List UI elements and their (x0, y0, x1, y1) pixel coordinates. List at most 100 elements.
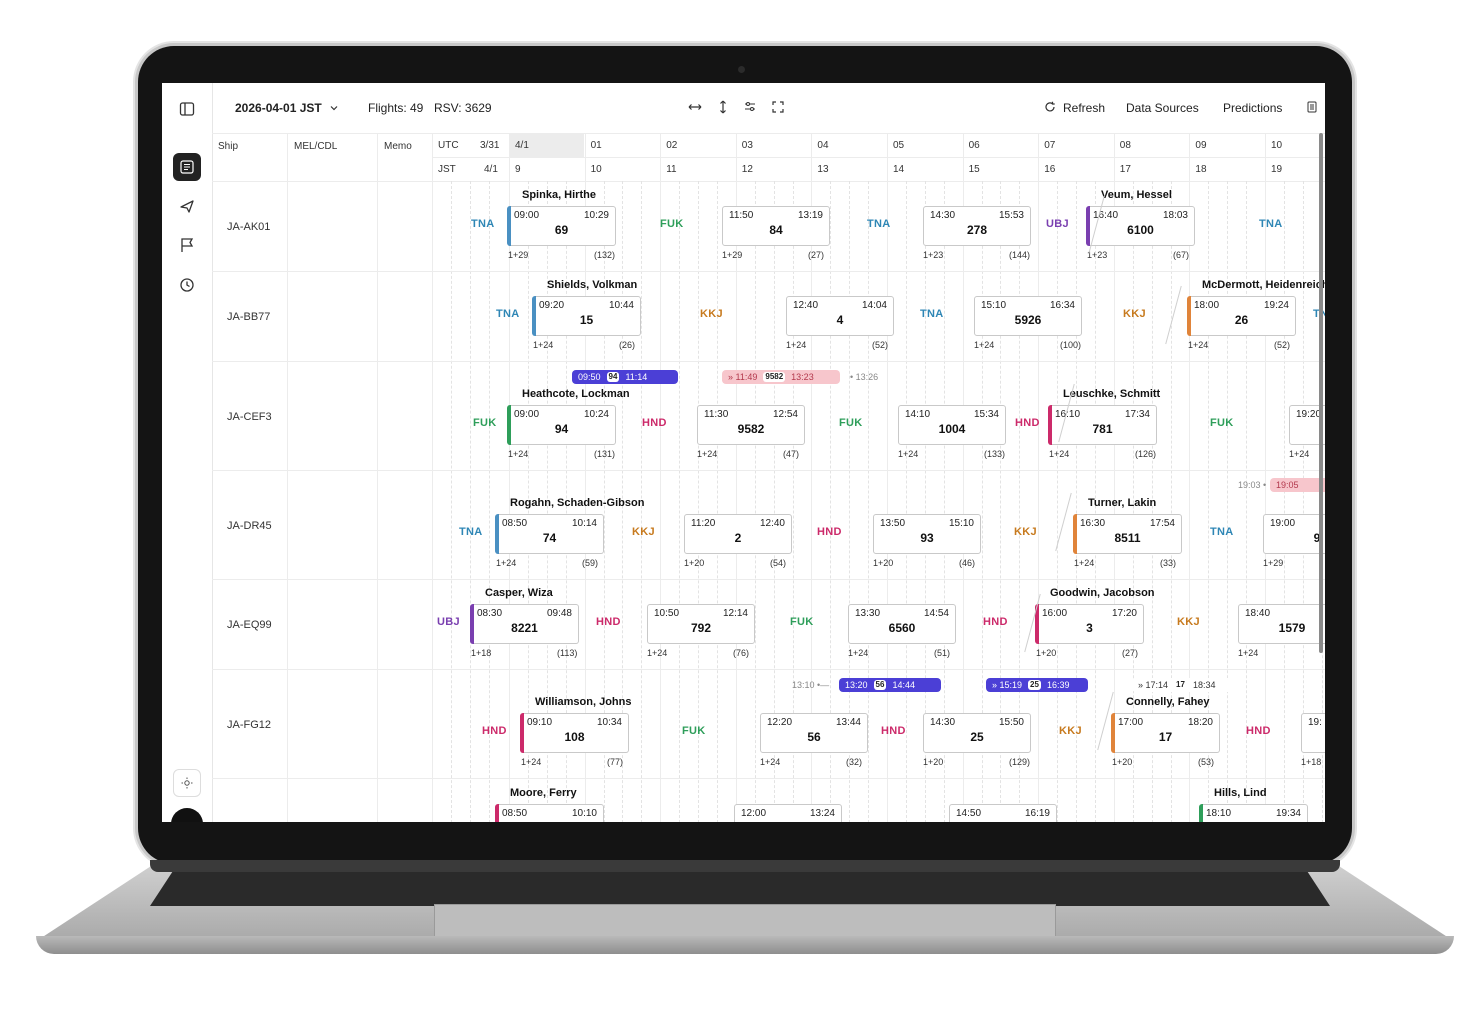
expand-vertical-icon[interactable] (714, 98, 732, 116)
flight-card[interactable]: 09:10 10:34 108 (520, 713, 629, 753)
flight-card[interactable]: 19:00 9 (1263, 514, 1325, 554)
flight-card[interactable]: 09:00 10:29 69 (507, 206, 616, 246)
flight-card[interactable]: 12:20 13:44 56 (760, 713, 868, 753)
airport-code: KKJ (1177, 616, 1200, 628)
crew-name: Veum, Hessel (1101, 189, 1172, 201)
utc-hour: 4/1 (515, 140, 529, 151)
flight-number: 84 (769, 223, 783, 237)
crew-name: Connelly, Fahey (1126, 696, 1210, 708)
flight-card[interactable]: 09:20 10:44 15 (532, 296, 641, 336)
filter-icon[interactable] (741, 98, 759, 116)
flight-card[interactable]: 18:10 19:34 (1199, 804, 1308, 822)
flight-card[interactable]: 12:40 14:04 4 (786, 296, 894, 336)
flight-card[interactable]: 10:50 12:14 792 (647, 604, 755, 644)
departure-time: 14:30 (930, 210, 956, 221)
flight-card[interactable]: 18:40201579 (1238, 604, 1325, 644)
flight-status-bar (507, 405, 511, 445)
pax-count: (132) (594, 250, 616, 260)
jst-hour: 13 (817, 164, 829, 175)
quarter-divider (622, 181, 624, 822)
jst-hour: 19 (1271, 164, 1283, 175)
quarter-divider (1019, 181, 1021, 822)
delay-pill-fg12b[interactable]: » 15:19 25 16:39 (986, 678, 1088, 692)
turn-info: 1+24 (1049, 449, 1070, 459)
delay-pill-fg12b-text: 16:39 (1046, 680, 1070, 690)
hour-divider (735, 133, 737, 822)
departure-time: 08:50 (502, 808, 528, 819)
departure-time: 08:30 (477, 608, 503, 619)
avatar[interactable] (171, 808, 203, 822)
date-selector[interactable]: 2026-04-01 JST (235, 101, 322, 115)
delay-pill-cef3a[interactable]: 09:50 94 11:14 (572, 370, 678, 384)
predictions-button[interactable]: Predictions (1223, 101, 1283, 115)
flight-card[interactable]: 16:10 17:34 781 (1048, 405, 1157, 445)
flight-card[interactable]: 17:00 18:20 17 (1111, 713, 1220, 753)
utc-label: UTC (438, 140, 459, 151)
flight-card[interactable]: 13:30 14:54 6560 (848, 604, 956, 644)
flight-number: 278 (966, 223, 988, 237)
expand-horizontal-icon[interactable] (686, 98, 704, 116)
flight-card[interactable]: 13:50 15:10 93 (873, 514, 981, 554)
row-divider (212, 361, 1325, 362)
crew-name: Heathcote, Lockman (522, 388, 630, 400)
turn-info: 1+24 (508, 449, 529, 459)
flight-card[interactable]: 15:10 16:34 5926 (974, 296, 1082, 336)
flight-number: 26 (1234, 313, 1249, 327)
flight-card[interactable]: 08:30 09:48 8221 (470, 604, 579, 644)
turn-info: 1+20 (684, 558, 705, 568)
flight-card[interactable]: 19: (1301, 713, 1325, 753)
flight-card[interactable]: 11:20 12:40 2 (684, 514, 792, 554)
data-sources-button[interactable]: Data Sources (1126, 101, 1199, 115)
arrival-time: 17:20 (1111, 608, 1137, 619)
flight-card[interactable]: 18:00 19:24 26 (1187, 296, 1296, 336)
flight-card[interactable]: 14:30 15:53 278 (923, 206, 1031, 246)
settings-icon[interactable] (173, 769, 201, 797)
flight-card[interactable]: 14:30 15:50 25 (923, 713, 1031, 753)
book-icon[interactable] (1303, 98, 1321, 116)
flight-card[interactable]: 09:00 10:24 94 (507, 405, 616, 445)
delay-pill-fg12c[interactable]: » 17:14 17 18:34 (1132, 678, 1234, 692)
flight-number: 9582 (737, 422, 765, 436)
flight-card[interactable]: 08:50 10:10 (495, 804, 604, 822)
pax-count: (52) (872, 340, 889, 350)
crew-name: Rogahn, Schaden-Gibson (510, 497, 645, 509)
delay-pill-fg12a-text: 13:20 (845, 680, 868, 690)
vertical-scrollbar[interactable] (1319, 133, 1323, 653)
slash-marker (1165, 285, 1182, 345)
chevron-down-icon[interactable] (325, 99, 343, 117)
flight-card[interactable]: 16:00 17:20 3 (1035, 604, 1144, 644)
refresh-button[interactable]: Refresh (1063, 101, 1106, 115)
flight-card[interactable]: 11:30 12:54 9582 (697, 405, 805, 445)
delay-pill-cef3b-text: » 11:49 (728, 372, 758, 382)
flag-icon[interactable] (173, 231, 201, 259)
flight-card[interactable]: 14:10 15:34 1004 (898, 405, 1006, 445)
quarter-divider (981, 181, 983, 822)
departure-time: 19: (1308, 717, 1322, 728)
flight-card[interactable]: 16:40 18:03 6100 (1086, 206, 1195, 246)
pax-count: (59) (582, 558, 599, 568)
flight-card[interactable]: 16:30 17:54 8511 (1073, 514, 1182, 554)
delay-pill-cef3b[interactable]: » 11:49 9582 13:23 (722, 370, 840, 384)
delay-pill-fg12c-text: 17 (1174, 680, 1187, 690)
departure-time: 18:40 (1245, 608, 1271, 619)
delay-pill-fg12a[interactable]: 13:20 56 14:44 (839, 678, 941, 692)
turn-info: 1+23 (1087, 250, 1108, 260)
quarter-divider (716, 181, 718, 822)
jst-hour: 17 (1119, 164, 1131, 175)
refresh-icon[interactable] (1041, 98, 1059, 116)
flight-card[interactable]: 08:50 10:14 74 (495, 514, 604, 554)
list-icon[interactable] (173, 153, 201, 181)
plane-icon[interactable] (173, 192, 201, 220)
delay-pill-dr45[interactable]: 19:05 (1270, 478, 1325, 492)
crew-name: Shields, Volkman (547, 279, 638, 291)
topbar: 2026-04-01 JST Flights: 49 RSV: 3629 Ref… (212, 83, 1325, 134)
arrival-time: 12:14 (722, 608, 748, 619)
fullscreen-icon[interactable] (769, 98, 787, 116)
panel-toggle-icon[interactable] (173, 95, 201, 123)
arrival-time: 15:50 (998, 717, 1024, 728)
flight-card[interactable]: 14:50 16:19 (949, 804, 1057, 822)
flight-card[interactable]: 12:00 13:24 (734, 804, 842, 822)
turn-info: 1+24 (1074, 558, 1095, 568)
history-icon[interactable] (173, 271, 201, 299)
flight-card[interactable]: 11:50 13:19 84 (722, 206, 830, 246)
